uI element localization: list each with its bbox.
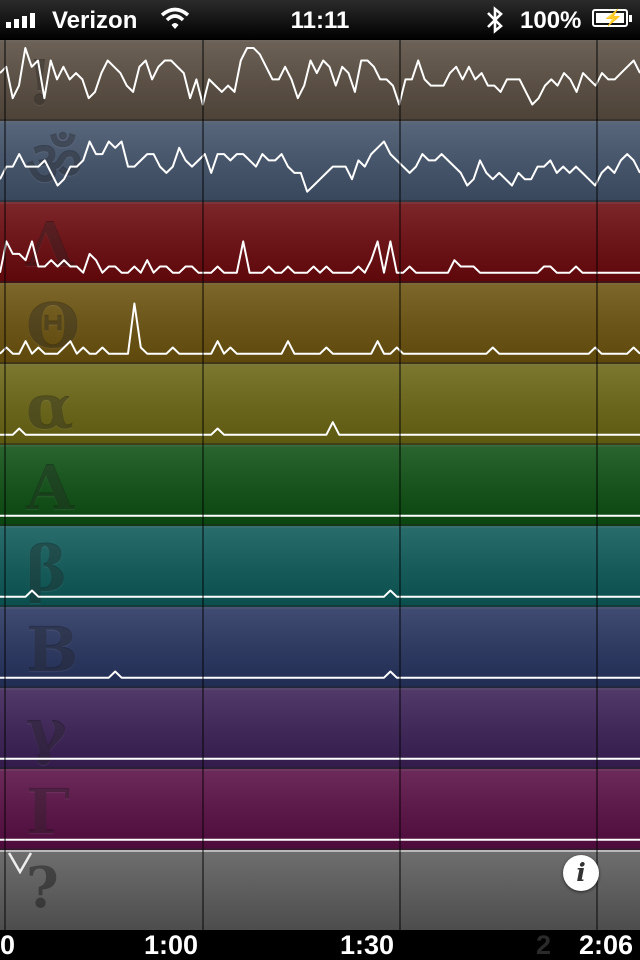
exclaim-trace-line [0,47,640,106]
beta-upper-trace-chart [0,670,640,679]
band-beta-lower: β [0,526,640,607]
battery-charging-icon: ⚡ [592,9,632,27]
alpha-upper-trace-chart [0,514,640,517]
exclaim-glyph: ! [26,46,54,119]
grid-line [596,40,598,930]
grid-line [399,40,401,930]
beta-lower-glyph: β [26,532,68,605]
delta-trace-line [0,240,640,274]
bluetooth-icon [487,6,503,34]
om-trace-line [0,140,640,193]
band-exclaim: ! [0,40,640,121]
band-delta: Λ [0,202,640,283]
band-om: ॐ [0,121,640,202]
gamma-upper-glyph: Γ [26,775,71,848]
band-theta: Θ [0,283,640,364]
gamma-lower-glyph: γ [26,694,67,767]
beta-lower-trace-line [0,589,640,598]
question-glyph: ? [26,855,59,921]
delta-trace-chart [0,240,640,274]
beta-lower-trace-chart [0,589,640,598]
band-alpha-upper: Α [0,445,640,526]
time-tick: 2 [536,930,552,960]
band-gamma-upper: Γ [0,769,640,850]
theta-trace-chart [0,302,640,355]
beta-upper-glyph: Β [26,613,79,686]
time-axis: 0 1:00 1:30 2 2:06 [0,930,640,960]
grid-line [4,40,6,930]
time-tick: 1:30 [340,930,395,960]
exclaim-trace-chart [0,47,640,106]
band-beta-upper: Β [0,607,640,688]
alpha-upper-glyph: Α [26,451,75,524]
time-tick: 0 [0,930,16,960]
grid-line [202,40,204,930]
time-tick: 2:06 [579,930,634,960]
theta-trace-line [0,302,640,355]
band-alpha-lower: α [0,364,640,445]
om-glyph: ॐ [26,127,83,200]
signal-icon [6,12,35,28]
delta-glyph: Λ [26,208,75,281]
unknown-band: ? [0,850,640,932]
alpha-lower-glyph: α [26,370,74,443]
playhead-marker[interactable] [8,852,32,874]
carrier-label: Verizon [52,7,138,34]
band-gamma-lower: γ [0,688,640,769]
alpha-lower-trace-line [0,421,640,436]
info-button[interactable]: i [563,855,599,891]
battery-percent: 100% [520,7,582,34]
alpha-lower-trace-chart [0,421,640,436]
gamma-lower-trace-chart [0,757,640,760]
wifi-icon [160,7,190,29]
om-trace-chart [0,140,640,193]
time-tick: 1:00 [144,930,199,960]
gamma-upper-trace-chart [0,838,640,841]
beta-upper-trace-line [0,670,640,679]
clock: 11:11 [290,7,350,34]
status-bar: Verizon 11:11 100% ⚡ [0,0,640,40]
